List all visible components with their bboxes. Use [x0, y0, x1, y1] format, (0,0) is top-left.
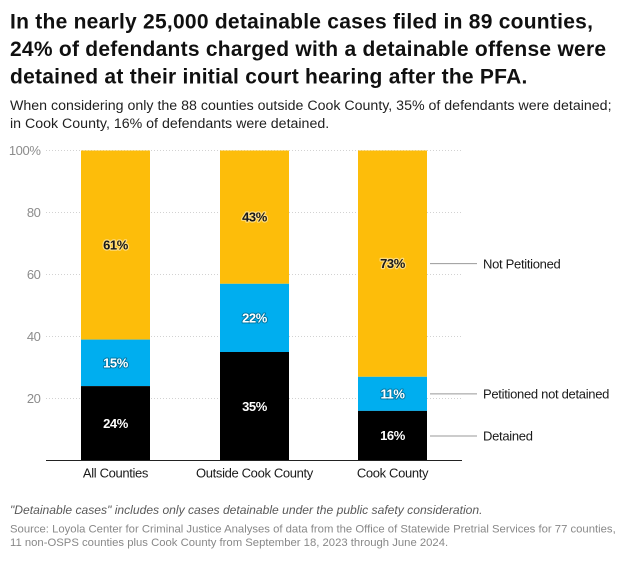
svg-text:40: 40 — [27, 329, 41, 344]
svg-text:61%: 61% — [103, 238, 129, 253]
svg-text:20: 20 — [27, 391, 41, 406]
svg-text:Outside Cook County: Outside Cook County — [196, 465, 314, 480]
svg-text:All Counties: All Counties — [83, 465, 149, 480]
svg-text:16%: 16% — [380, 428, 406, 443]
svg-text:73%: 73% — [380, 256, 406, 271]
svg-text:Petitioned not detained: Petitioned not detained — [483, 387, 609, 402]
svg-text:Source: Loyola Center for Crim: Source: Loyola Center for Criminal Justi… — [10, 523, 616, 535]
svg-text:"Detainable cases" includes on: "Detainable cases" includes only cases d… — [10, 503, 482, 517]
svg-text:Cook County: Cook County — [357, 465, 429, 480]
svg-text:Not Petitioned: Not Petitioned — [483, 256, 561, 271]
svg-text:When considering only the 88 c: When considering only the 88 counties ou… — [10, 98, 612, 114]
svg-text:100%: 100% — [9, 143, 41, 158]
svg-text:80: 80 — [27, 205, 41, 220]
svg-text:11%: 11% — [380, 386, 405, 401]
svg-text:35%: 35% — [242, 399, 268, 414]
svg-text:15%: 15% — [103, 355, 129, 370]
svg-text:Detained: Detained — [483, 429, 533, 444]
svg-text:In the nearly 25,000 detainabl: In the nearly 25,000 detainable cases fi… — [10, 11, 593, 34]
svg-text:60: 60 — [27, 267, 41, 282]
svg-text:24%: 24% — [103, 416, 129, 431]
svg-text:24% of defendants charged with: 24% of defendants charged with a detaina… — [10, 38, 606, 61]
svg-text:detained at their initial cour: detained at their initial court hearing … — [10, 66, 528, 89]
svg-text:11 non-OSPS counties plus Cook: 11 non-OSPS counties plus Cook County fr… — [10, 537, 448, 549]
svg-text:43%: 43% — [242, 210, 268, 225]
svg-text:22%: 22% — [242, 310, 268, 325]
svg-text:in Cook County, 16% of defenda: in Cook County, 16% of defendants were d… — [10, 116, 329, 132]
